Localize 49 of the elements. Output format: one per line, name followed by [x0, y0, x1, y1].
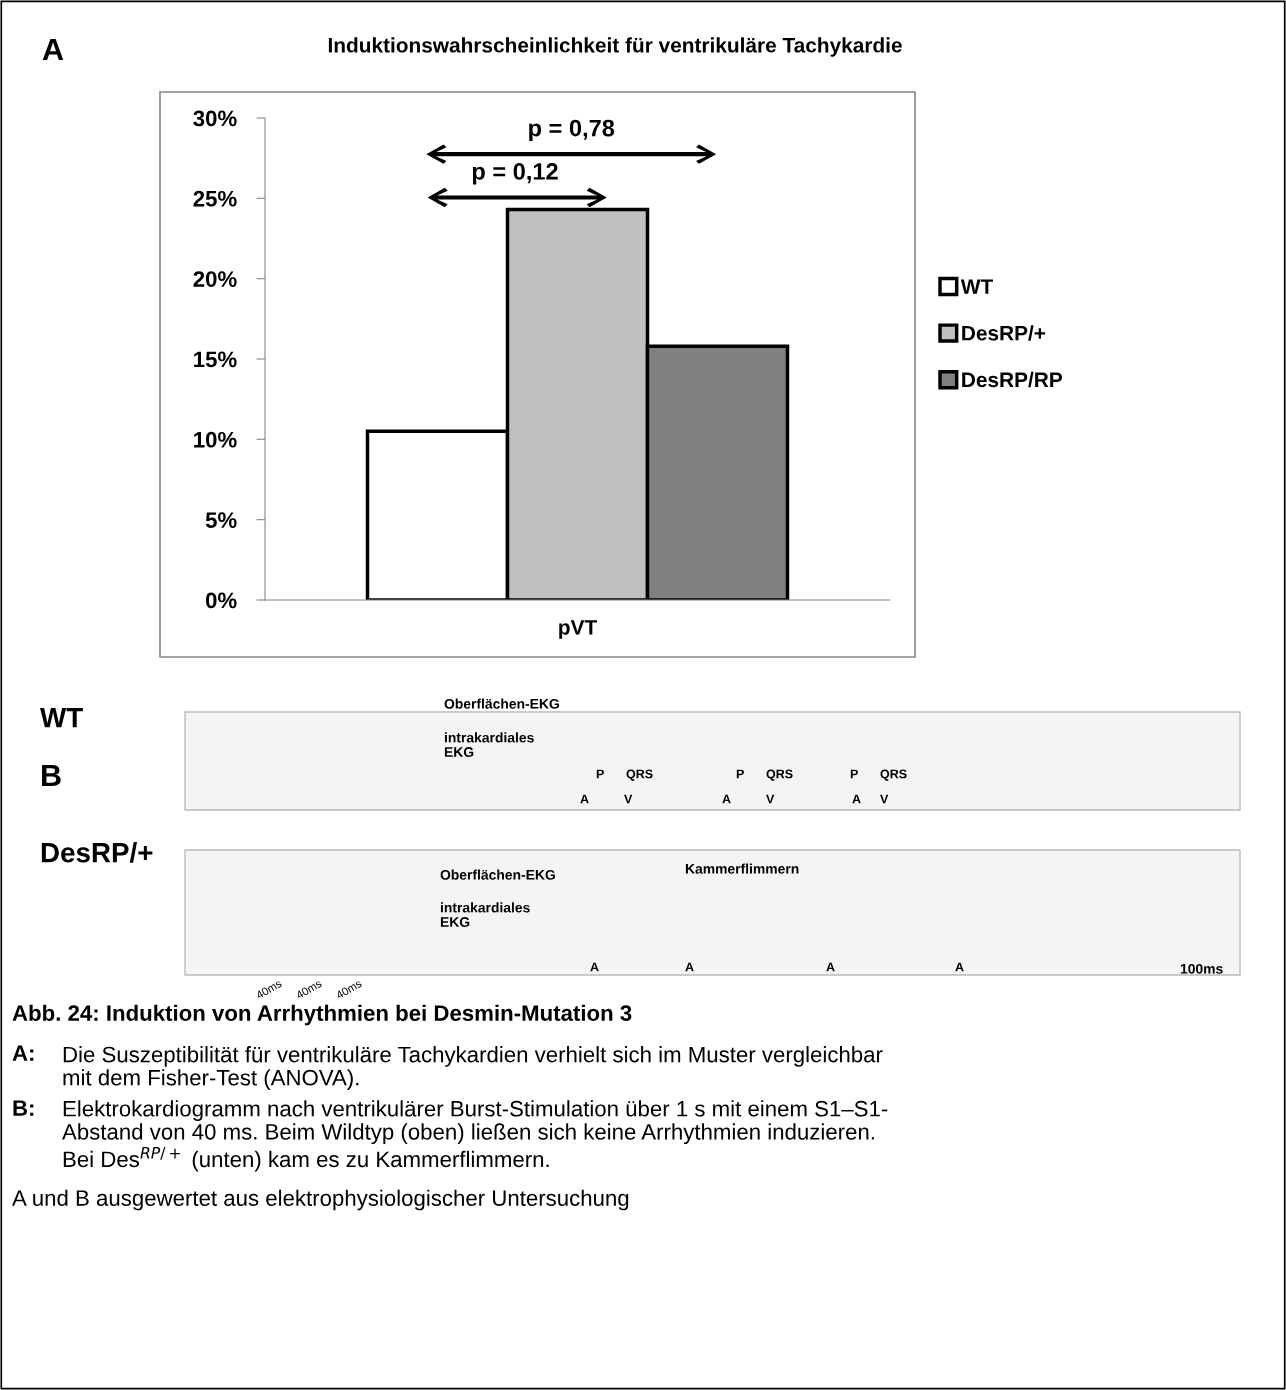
- text: A: [42, 38, 64, 60]
- chart-title: Induktionswahrscheinlichkeit für ventrikuläre Tachykardie: [328, 37, 902, 57]
- text: V: [880, 794, 889, 804]
- text: Elektrokardiogramm nach ventrikulärer Burst-Stimulation über 1 s mit einem S1–S1- Abstand von 40 ms. Beim Wildtyp (oben) ließen sich keine Arrhythmien induzieren. Bei Des$^{RP/+}$ (unten) kam es zu Kammerflimmern.: [62, 1100, 888, 1172]
- text: Oberflächen-EKG: [444, 698, 559, 709]
- y-tick-label: 15%: [194, 351, 237, 368]
- x-tick-label: pVT: [559, 620, 597, 639]
- y-tick-label: 0%: [205, 592, 237, 609]
- y-tick-label: 5%: [205, 512, 237, 528]
- text: A:: [12, 1045, 34, 1061]
- text: intrakardiales EKG: [444, 732, 534, 757]
- text: V: [624, 794, 633, 804]
- annotation: p = 0,78: [529, 119, 615, 142]
- text: 100ms: [1180, 963, 1223, 974]
- text: intrakardiales EKG: [440, 902, 530, 927]
- legend-label: WT: [960, 279, 993, 294]
- y-tick-label: 20%: [193, 271, 237, 287]
- text: QRS: [880, 769, 907, 781]
- text: 40ms: [255, 979, 283, 1000]
- text: A: [722, 794, 731, 804]
- text: DesRP/+: [41, 842, 153, 863]
- text: P: [736, 769, 744, 779]
- y-tick-label: 25%: [193, 190, 237, 207]
- text: V: [766, 794, 775, 804]
- text: A: [685, 962, 694, 972]
- legend-label: DesRP/RP: [962, 371, 1063, 388]
- text: A: [826, 962, 835, 972]
- legend-label: DesRP/+: [962, 325, 1046, 341]
- text: P: [850, 769, 858, 779]
- text: Kammerflimmern: [685, 863, 799, 874]
- annotation: p = 0,12: [472, 163, 558, 185]
- text: B:: [13, 1100, 34, 1116]
- text: QRS: [626, 769, 653, 781]
- text: A und B ausgewertet aus elektrophysiologischer Untersuchung: [12, 1189, 629, 1211]
- caption: Abb. 24: Induktion von Arrhythmien bei Desmin-Mutation 3: [12, 1004, 632, 1026]
- text: 40ms: [335, 979, 363, 1000]
- text: Oberflächen-EKG: [440, 869, 555, 880]
- text: A: [852, 794, 861, 804]
- text: A: [580, 794, 589, 804]
- text: QRS: [766, 769, 793, 781]
- text: A: [590, 962, 599, 972]
- text: Die Suszeptibilität für ventrikuläre Tachykardien verhielt sich im Muster vergleichbar mit dem Fisher-Test (ANOVA).: [63, 1046, 883, 1090]
- text: B: [42, 764, 61, 786]
- y-tick-label: 10%: [194, 431, 237, 448]
- y-tick-label: 30%: [193, 110, 237, 127]
- text: A: [955, 962, 964, 972]
- text: 40ms: [295, 979, 323, 1000]
- text: WT: [40, 708, 83, 728]
- text: P: [596, 769, 604, 779]
